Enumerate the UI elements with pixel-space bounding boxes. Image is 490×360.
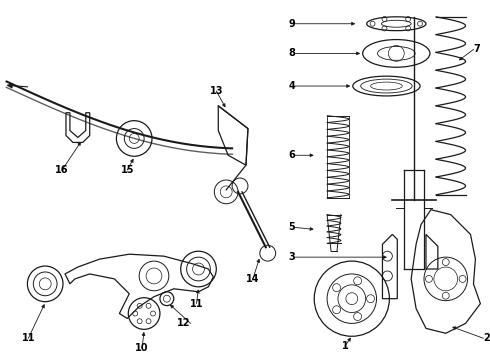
Text: 10: 10 (135, 343, 149, 353)
Text: 1: 1 (342, 341, 348, 351)
Text: 7: 7 (473, 44, 480, 54)
Text: 12: 12 (177, 318, 191, 328)
Text: 15: 15 (121, 165, 134, 175)
Text: 2: 2 (483, 333, 490, 343)
Text: 11: 11 (22, 333, 35, 343)
Text: 11: 11 (190, 299, 203, 309)
Text: 6: 6 (289, 150, 295, 160)
Text: 8: 8 (289, 48, 295, 58)
Text: 5: 5 (289, 222, 295, 233)
Text: 14: 14 (246, 274, 260, 284)
Text: 9: 9 (289, 19, 295, 29)
Text: 16: 16 (55, 165, 69, 175)
Text: 13: 13 (210, 86, 223, 96)
Text: 3: 3 (289, 252, 295, 262)
Text: 4: 4 (289, 81, 295, 91)
